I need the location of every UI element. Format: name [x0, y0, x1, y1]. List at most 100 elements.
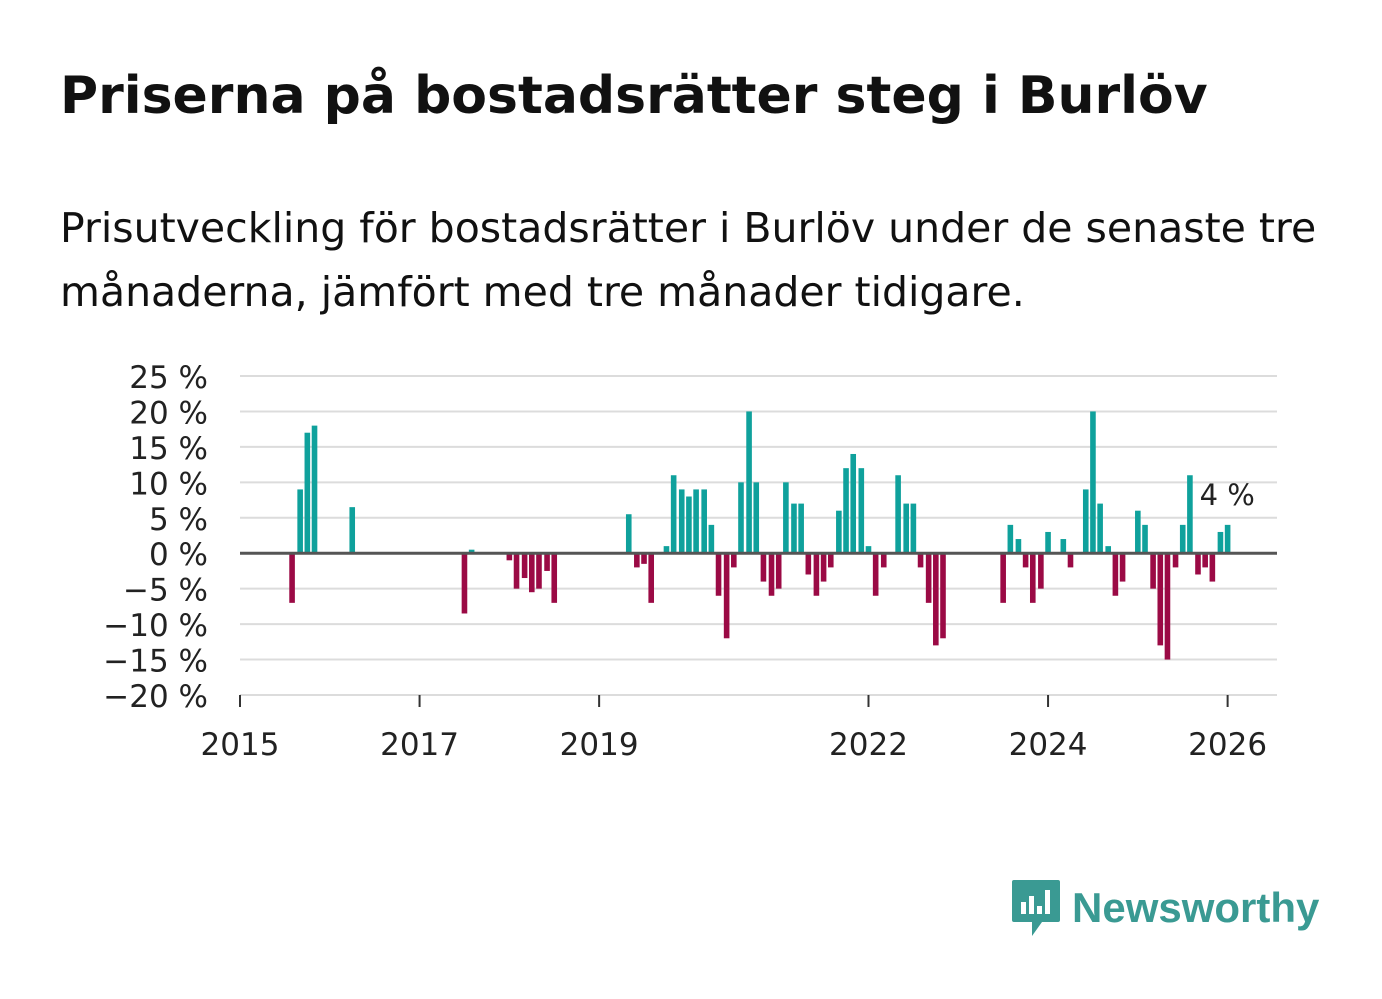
- bar-positive: [1179, 524, 1186, 554]
- bar-positive: [1007, 524, 1014, 554]
- bar-positive: [1090, 411, 1096, 554]
- bar-negative: [827, 553, 834, 568]
- bar-negative: [872, 553, 879, 596]
- bar-negative: [723, 553, 730, 639]
- bar-positive: [746, 411, 752, 554]
- bar-positive: [791, 503, 797, 554]
- y-tick-label: 5 %: [149, 502, 208, 538]
- bar-negative: [731, 553, 737, 568]
- y-tick-label: −5 %: [123, 573, 208, 609]
- bar-negative: [506, 553, 513, 561]
- bar-positive: [304, 432, 311, 554]
- bar-negative: [521, 553, 528, 579]
- bar-positive: [843, 468, 849, 554]
- bar-negative: [940, 553, 946, 639]
- x-tick-label: 2022: [829, 727, 908, 763]
- newsworthy-logo-icon: [1012, 880, 1060, 936]
- axes: [239, 551, 1277, 707]
- bar-negative: [1164, 553, 1171, 660]
- bar-negative: [775, 553, 782, 589]
- bar-negative: [880, 553, 887, 568]
- bar-negative: [648, 553, 655, 603]
- y-tick-label: 10 %: [129, 466, 208, 502]
- bars: [289, 411, 1231, 660]
- y-tick-label: −10 %: [103, 608, 208, 644]
- bar-positive: [686, 496, 692, 554]
- latest-value-annotation: 4 %: [1200, 478, 1255, 512]
- bar-positive: [1187, 475, 1193, 554]
- y-tick-label: 15 %: [129, 431, 208, 467]
- bar-negative: [461, 553, 468, 614]
- bar-negative: [528, 553, 535, 593]
- bar-negative: [1000, 553, 1006, 603]
- bar-positive: [738, 482, 744, 554]
- bar-positive: [625, 514, 632, 554]
- x-tick-label: 2019: [560, 727, 639, 763]
- bar-positive: [678, 489, 685, 554]
- bar-positive: [895, 475, 901, 554]
- y-tick-label: 20 %: [129, 395, 208, 431]
- bar-positive: [1142, 524, 1148, 554]
- bar-negative: [641, 553, 647, 564]
- bar-positive: [297, 489, 303, 554]
- x-tick-label: 2015: [201, 727, 280, 763]
- chart-title: Priserna på bostadsrätter steg i Burlöv: [60, 66, 1208, 126]
- bar-negative: [289, 553, 295, 603]
- bar-negative: [634, 553, 640, 568]
- x-tick-label: 2024: [1009, 727, 1088, 763]
- bar-negative: [1067, 553, 1074, 568]
- y-tick-label: 25 %: [129, 360, 208, 396]
- bar-positive: [1105, 546, 1112, 554]
- y-tick-label: −20 %: [103, 679, 208, 715]
- bar-negative: [1029, 553, 1036, 603]
- bar-negative: [813, 553, 820, 596]
- bar-positive: [1060, 539, 1067, 554]
- y-tick-label: 0 %: [149, 537, 208, 573]
- bar-positive: [663, 546, 670, 554]
- bar-positive: [1135, 510, 1141, 554]
- bar-positive: [1045, 531, 1051, 554]
- bar-negative: [1202, 553, 1208, 568]
- tick-labels: −20 %−15 %−10 %−5 %0 %5 %10 %15 %20 %25 …: [103, 360, 1267, 763]
- bar-positive: [708, 524, 715, 554]
- bar-negative: [1150, 553, 1156, 589]
- bar-positive: [836, 510, 842, 554]
- bar-negative: [760, 553, 767, 582]
- bar-negative: [513, 553, 520, 589]
- bar-positive: [311, 425, 318, 554]
- brand-logo: Newsworthy: [1010, 878, 1319, 938]
- bar-positive: [783, 482, 789, 554]
- bar-negative: [1038, 553, 1044, 589]
- bar-positive: [1224, 524, 1231, 554]
- bar-positive: [468, 549, 475, 554]
- bar-negative: [1209, 553, 1216, 582]
- bar-positive: [1015, 539, 1022, 554]
- bar-positive: [865, 546, 872, 554]
- bar-positive: [1082, 489, 1089, 554]
- bar-positive: [701, 489, 707, 554]
- bar-negative: [1172, 553, 1179, 568]
- bar-positive: [1097, 503, 1103, 554]
- bar-positive: [349, 507, 356, 554]
- bar-negative: [544, 553, 550, 571]
- x-tick-label: 2026: [1188, 727, 1267, 763]
- brand-name: Newsworthy: [1072, 884, 1320, 931]
- bar-negative: [1195, 553, 1201, 575]
- y-tick-label: −15 %: [103, 644, 208, 680]
- bar-negative: [536, 553, 542, 589]
- bar-positive: [903, 503, 909, 554]
- bar-negative: [1157, 553, 1164, 646]
- bar-negative: [917, 553, 924, 568]
- bar-negative: [1119, 553, 1126, 582]
- bar-negative: [933, 553, 939, 646]
- bar-positive: [670, 475, 677, 554]
- bar-negative: [715, 553, 722, 596]
- bar-negative: [1022, 553, 1029, 568]
- bar-positive: [858, 468, 865, 554]
- bar-negative: [551, 553, 558, 603]
- bar-positive: [1217, 531, 1224, 554]
- bar-negative: [925, 553, 932, 603]
- bar-negative: [768, 553, 775, 596]
- bar-negative: [820, 553, 827, 582]
